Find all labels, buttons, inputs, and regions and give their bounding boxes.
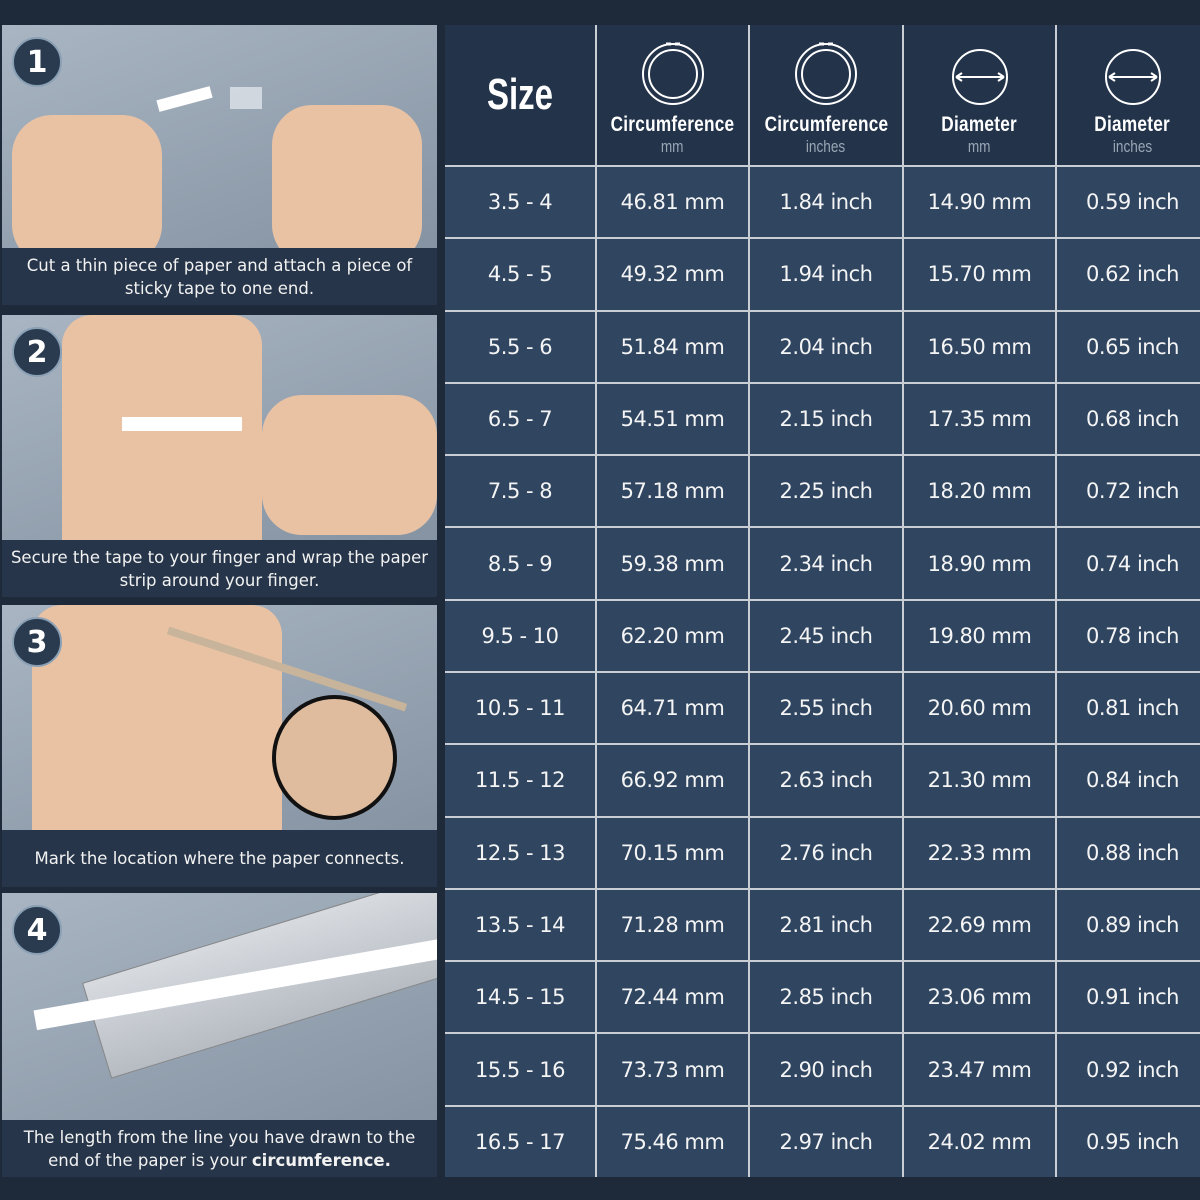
cell-diameter-mm: 21.30 mm bbox=[904, 745, 1055, 816]
cell-circumference-mm: 75.46 mm bbox=[597, 1106, 748, 1177]
cell-circumference-mm: 64.71 mm bbox=[597, 672, 748, 744]
cell-size: 3.5 - 4 bbox=[445, 167, 595, 238]
header-diameter-inches: Diameter inches bbox=[1057, 25, 1200, 165]
step-caption: Secure the tape to your finger and wrap … bbox=[2, 540, 437, 597]
cell-circumference-inches: 2.04 inch bbox=[750, 311, 902, 382]
cell-circumference-inches: 2.25 inch bbox=[750, 456, 902, 527]
cell-diameter-inches: 0.72 inch bbox=[1057, 456, 1200, 527]
step-4-panel: 4 The length from the line you have draw… bbox=[2, 893, 437, 1177]
step-caption: The length from the line you have drawn … bbox=[2, 1120, 437, 1177]
cell-circumference-mm: 46.81 mm bbox=[597, 167, 748, 238]
cell-circumference-inches: 2.81 inch bbox=[750, 889, 902, 961]
cell-size: 12.5 - 13 bbox=[445, 817, 595, 888]
cell-diameter-mm: 18.20 mm bbox=[904, 456, 1055, 527]
diameter-icon bbox=[1104, 49, 1161, 105]
cell-diameter-inches: 0.84 inch bbox=[1057, 745, 1200, 816]
cell-diameter-mm: 16.50 mm bbox=[904, 311, 1055, 382]
step-number-badge: 1 bbox=[12, 37, 62, 87]
cell-circumference-inches: 2.63 inch bbox=[750, 745, 902, 816]
cell-diameter-inches: 0.68 inch bbox=[1057, 383, 1200, 455]
cell-diameter-mm: 24.02 mm bbox=[904, 1106, 1055, 1177]
cell-circumference-inches: 2.55 inch bbox=[750, 672, 902, 744]
cell-circumference-mm: 57.18 mm bbox=[597, 456, 748, 527]
step-2-panel: 2 Secure the tape to your finger and wra… bbox=[2, 315, 437, 597]
header-circumference-inches: Circumference inches bbox=[750, 25, 902, 165]
header-size: Size bbox=[445, 25, 595, 165]
cell-circumference-inches: 1.94 inch bbox=[750, 239, 902, 310]
cell-size: 16.5 - 17 bbox=[445, 1106, 595, 1177]
cell-circumference-mm: 71.28 mm bbox=[597, 889, 748, 961]
cell-diameter-mm: 20.60 mm bbox=[904, 672, 1055, 744]
cell-diameter-mm: 22.69 mm bbox=[904, 889, 1055, 961]
ring-size-table: Size Circumference mm Circumference inches… bbox=[445, 25, 1200, 1177]
cell-circumference-mm: 59.38 mm bbox=[597, 528, 748, 599]
step-3-panel: 3 Mark the location where the paper conn… bbox=[2, 605, 437, 887]
cell-diameter-inches: 0.62 inch bbox=[1057, 239, 1200, 310]
cell-diameter-mm: 23.47 mm bbox=[904, 1034, 1055, 1105]
cell-circumference-inches: 1.84 inch bbox=[750, 167, 902, 238]
cell-circumference-mm: 51.84 mm bbox=[597, 311, 748, 382]
header-circumference-mm: Circumference mm bbox=[597, 25, 748, 165]
step-caption: Cut a thin piece of paper and attach a p… bbox=[2, 248, 437, 305]
cell-diameter-mm: 22.33 mm bbox=[904, 817, 1055, 888]
cell-size: 4.5 - 5 bbox=[445, 239, 595, 310]
cell-circumference-inches: 2.76 inch bbox=[750, 817, 902, 888]
cell-circumference-inches: 2.90 inch bbox=[750, 1034, 902, 1105]
cell-diameter-inches: 0.95 inch bbox=[1057, 1106, 1200, 1177]
cell-circumference-inches: 2.15 inch bbox=[750, 383, 902, 455]
ring-circumference-icon bbox=[795, 42, 857, 105]
cell-diameter-mm: 19.80 mm bbox=[904, 600, 1055, 671]
step-number-badge: 4 bbox=[12, 905, 62, 955]
step-2-photo bbox=[2, 315, 437, 540]
diameter-icon bbox=[951, 49, 1008, 105]
step-number-badge: 3 bbox=[12, 617, 62, 667]
cell-diameter-inches: 0.59 inch bbox=[1057, 167, 1200, 238]
cell-size: 6.5 - 7 bbox=[445, 383, 595, 455]
cell-diameter-mm: 18.90 mm bbox=[904, 528, 1055, 599]
cell-circumference-mm: 70.15 mm bbox=[597, 817, 748, 888]
cell-diameter-inches: 0.74 inch bbox=[1057, 528, 1200, 599]
cell-circumference-mm: 49.32 mm bbox=[597, 239, 748, 310]
cell-size: 9.5 - 10 bbox=[445, 600, 595, 671]
step-4-photo bbox=[2, 893, 437, 1120]
ring-circumference-icon bbox=[641, 42, 704, 105]
cell-diameter-inches: 0.92 inch bbox=[1057, 1034, 1200, 1105]
cell-diameter-mm: 14.90 mm bbox=[904, 167, 1055, 238]
cell-diameter-inches: 0.88 inch bbox=[1057, 817, 1200, 888]
cell-size: 14.5 - 15 bbox=[445, 962, 595, 1033]
cell-diameter-inches: 0.91 inch bbox=[1057, 962, 1200, 1033]
cell-circumference-inches: 2.45 inch bbox=[750, 600, 902, 671]
cell-diameter-mm: 23.06 mm bbox=[904, 962, 1055, 1033]
cell-size: 7.5 - 8 bbox=[445, 456, 595, 527]
cell-circumference-inches: 2.97 inch bbox=[750, 1106, 902, 1177]
step-1-panel: 1 Cut a thin piece of paper and attach a… bbox=[2, 25, 437, 305]
cell-circumference-mm: 62.20 mm bbox=[597, 600, 748, 671]
cell-size: 15.5 - 16 bbox=[445, 1034, 595, 1105]
cell-diameter-mm: 15.70 mm bbox=[904, 239, 1055, 310]
cell-size: 5.5 - 6 bbox=[445, 311, 595, 382]
cell-size: 13.5 - 14 bbox=[445, 889, 595, 961]
cell-size: 10.5 - 11 bbox=[445, 672, 595, 744]
header-diameter-mm: Diameter mm bbox=[904, 25, 1055, 165]
cell-size: 8.5 - 9 bbox=[445, 528, 595, 599]
cell-diameter-mm: 17.35 mm bbox=[904, 383, 1055, 455]
cell-circumference-mm: 66.92 mm bbox=[597, 745, 748, 816]
cell-diameter-inches: 0.78 inch bbox=[1057, 600, 1200, 671]
cell-circumference-inches: 2.85 inch bbox=[750, 962, 902, 1033]
step-caption: Mark the location where the paper connec… bbox=[2, 830, 437, 887]
cell-size: 11.5 - 12 bbox=[445, 745, 595, 816]
cell-diameter-inches: 0.89 inch bbox=[1057, 889, 1200, 961]
cell-circumference-mm: 72.44 mm bbox=[597, 962, 748, 1033]
cell-diameter-inches: 0.65 inch bbox=[1057, 311, 1200, 382]
step-3-photo bbox=[2, 605, 437, 830]
step-number-badge: 2 bbox=[12, 327, 62, 377]
cell-circumference-mm: 54.51 mm bbox=[597, 383, 748, 455]
step-1-photo bbox=[2, 25, 437, 248]
cell-circumference-mm: 73.73 mm bbox=[597, 1034, 748, 1105]
cell-circumference-inches: 2.34 inch bbox=[750, 528, 902, 599]
cell-diameter-inches: 0.81 inch bbox=[1057, 672, 1200, 744]
